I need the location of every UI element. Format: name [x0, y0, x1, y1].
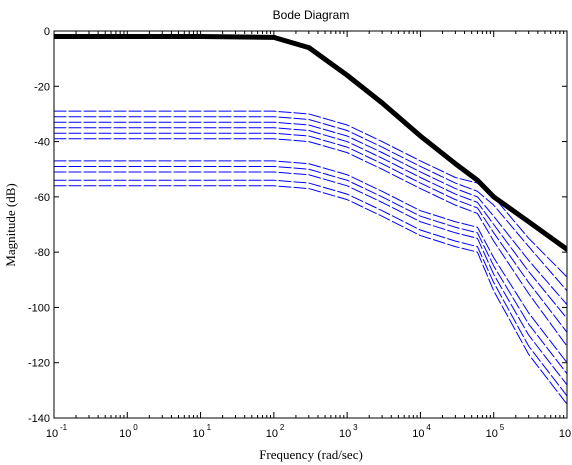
- x-tick-label-base: 10: [119, 428, 131, 440]
- x-tick-label-exponent: 5: [500, 423, 505, 432]
- y-tick-label: -80: [34, 247, 50, 259]
- series-line-blue: [54, 138, 567, 347]
- x-tick-label: 101: [192, 423, 211, 440]
- x-tick-label-base: 10: [486, 428, 498, 440]
- x-tick-label: 10-1: [46, 423, 68, 440]
- series-line-blue: [54, 165, 567, 375]
- series-line-blue: [54, 121, 567, 306]
- x-tick-label-exponent: 1: [207, 423, 212, 432]
- series-line-blue: [54, 171, 567, 386]
- y-axis-label: Magnitude (dB): [3, 183, 18, 266]
- series-line-blue: [54, 185, 567, 405]
- series-line-blue: [54, 116, 567, 292]
- x-tick-label-base: 10: [266, 428, 278, 440]
- x-tick-label-base: 10: [412, 428, 424, 440]
- y-tick-label: -20: [34, 81, 50, 93]
- x-tick-label: 102: [266, 423, 285, 440]
- labels-layer: 0-20-40-60-80-100-120-14010-110010110210…: [28, 26, 571, 440]
- x-tick-label: 106: [559, 428, 571, 440]
- y-tick-label: -40: [34, 137, 50, 149]
- x-tick-label-exponent: 4: [426, 423, 431, 432]
- series-line-blue: [54, 179, 567, 397]
- x-tick-label-exponent: 3: [353, 423, 358, 432]
- y-tick-label: -140: [28, 413, 50, 425]
- series-layer: [54, 34, 567, 405]
- x-tick-label-exponent: 2: [280, 423, 285, 432]
- x-tick-label: 100: [119, 423, 138, 440]
- series-line-black: [54, 34, 567, 252]
- x-tick-label-base: 10: [559, 428, 571, 440]
- y-tick-label: -60: [34, 192, 50, 204]
- y-tick-label: 0: [44, 26, 50, 38]
- x-tick-label: 104: [412, 423, 431, 440]
- y-tick-label: -100: [28, 302, 50, 314]
- x-tick-label-base: 10: [339, 428, 351, 440]
- x-axis-label: Frequency (rad/sec): [259, 447, 363, 462]
- x-tick-label-exponent: 0: [133, 423, 138, 432]
- x-tick-label-exponent: -1: [60, 423, 68, 432]
- chart-title: Bode Diagram: [273, 8, 350, 22]
- series-line-blue: [54, 127, 567, 319]
- x-tick-label-base: 10: [46, 428, 58, 440]
- x-tick-label-base: 10: [192, 428, 204, 440]
- y-tick-label: -120: [28, 358, 50, 370]
- x-tick-label: 103: [339, 423, 358, 440]
- series-line-blue: [54, 160, 567, 364]
- ticks-layer: [53, 30, 568, 419]
- series-line-blue: [54, 132, 567, 333]
- plot-area-frame: [53, 30, 568, 419]
- x-tick-label: 105: [486, 423, 505, 440]
